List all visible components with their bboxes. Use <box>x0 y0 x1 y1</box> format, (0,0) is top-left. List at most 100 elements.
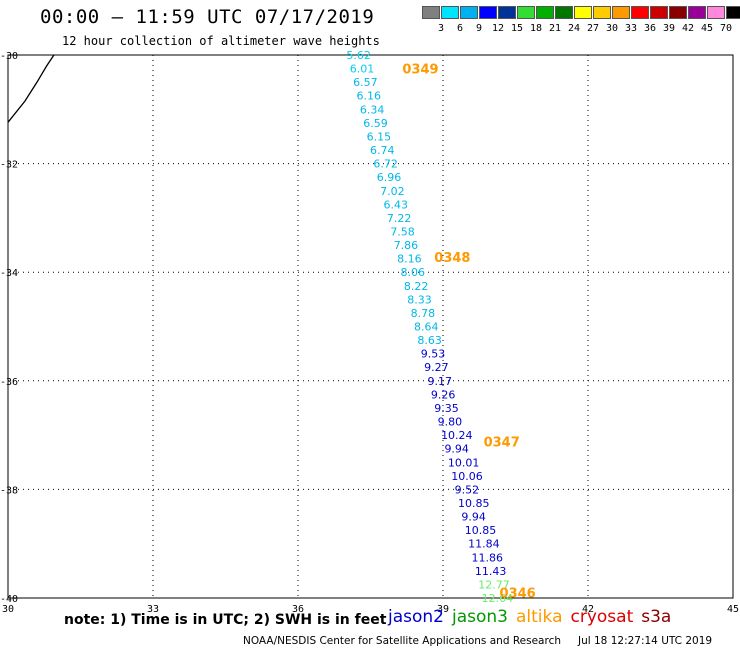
wave-height-value: 9.27 <box>424 361 449 374</box>
wave-height-value: 6.43 <box>384 198 409 211</box>
scale-swatch <box>498 6 516 19</box>
coastline <box>7 54 55 123</box>
scale-label: 45 <box>700 23 714 34</box>
scale-label: 3 <box>437 23 445 34</box>
wave-height-value: 6.72 <box>373 158 398 171</box>
lat-tick-label: -38 <box>0 485 18 496</box>
wave-height-value: 8.33 <box>407 293 432 306</box>
wave-height-value: 8.78 <box>411 307 436 320</box>
scale-swatch <box>688 6 706 19</box>
lon-tick-label: 30 <box>2 604 14 615</box>
wave-height-value: 6.96 <box>377 171 402 184</box>
wave-height-value: 8.06 <box>400 266 425 279</box>
wave-height-value: 10.24 <box>441 429 473 442</box>
lat-tick-label: -32 <box>0 160 18 171</box>
wave-height-value: 7.58 <box>390 225 415 238</box>
track-label: 0347 <box>484 436 520 451</box>
legend-cryosat: cryosat <box>570 607 634 627</box>
lon-tick-label: 36 <box>292 604 304 615</box>
wave-height-value: 6.01 <box>350 63 375 76</box>
scale-swatch <box>422 6 440 19</box>
page-subtitle: 12 hour collection of altimeter wave hei… <box>62 34 380 48</box>
wave-height-value: 7.02 <box>380 185 405 198</box>
scale-swatch <box>669 6 687 19</box>
wave-height-value: 9.52 <box>455 483 480 496</box>
scale-swatch <box>441 6 459 19</box>
timestamp: Jul 18 12:27:14 UTC 2019 <box>578 635 713 647</box>
wave-height-value: 6.59 <box>363 117 388 130</box>
scale-label: 24 <box>567 23 581 34</box>
lat-tick-label: -40 <box>0 594 18 605</box>
lon-tick-label: 45 <box>727 604 739 615</box>
wave-height-value: 9.35 <box>434 402 459 415</box>
scale-swatch <box>574 6 592 19</box>
lon-tick-label: 33 <box>147 604 159 615</box>
lat-tick-label: -34 <box>0 268 18 279</box>
wave-height-value: 10.06 <box>451 470 483 483</box>
track-label: 0348 <box>434 251 470 266</box>
scale-swatch <box>593 6 611 19</box>
wave-height-value: 8.63 <box>417 334 442 347</box>
wave-height-value: 6.15 <box>367 130 392 143</box>
scale-swatch <box>631 6 649 19</box>
scale-swatch <box>479 6 497 19</box>
wave-height-value: 12.64 <box>482 592 513 605</box>
lat-tick-label: -30 <box>0 51 18 62</box>
wave-height-value: 11.43 <box>475 565 507 578</box>
wave-height-value: 6.74 <box>370 144 395 157</box>
scale-swatch <box>460 6 478 19</box>
scale-label: 70 <box>719 23 733 34</box>
scale-label: 33 <box>624 23 638 34</box>
track-label: 0346 <box>500 587 536 602</box>
scale-swatch <box>555 6 573 19</box>
wave-height-value: 10.85 <box>458 497 490 510</box>
legend-jason3: jason3 <box>452 607 508 627</box>
wave-height-value: 8.16 <box>397 253 422 266</box>
wave-height-value: 11.84 <box>468 538 500 551</box>
wave-height-value: 9.26 <box>431 388 456 401</box>
scale-label: 18 <box>529 23 543 34</box>
scale-label: 6 <box>456 23 464 34</box>
wave-height-value: 12.77 <box>478 578 510 591</box>
wave-height-value: 9.80 <box>438 416 463 429</box>
scale-swatch <box>612 6 630 19</box>
scale-label: 15 <box>510 23 524 34</box>
wave-height-value: 9.94 <box>444 443 469 456</box>
legend-jason2: jason2 <box>388 607 444 627</box>
legend-altika: altika <box>516 607 563 627</box>
scale-label: 12 <box>491 23 505 34</box>
scale-swatch <box>707 6 725 19</box>
map-frame <box>7 54 734 599</box>
wave-height-value: 7.86 <box>394 239 419 252</box>
page-title: 00:00 – 11:59 UTC 07/17/2019 <box>40 6 375 28</box>
wave-height-value: 6.34 <box>360 103 385 116</box>
wave-height-value: 9.17 <box>428 375 453 388</box>
lon-tick-label: 42 <box>582 604 594 615</box>
satellite-legend: jason2 jason3 altika cryosat s3a <box>388 607 679 627</box>
scale-label: 21 <box>548 23 562 34</box>
wave-height-value: 9.53 <box>421 348 446 361</box>
scale-label: 27 <box>586 23 600 34</box>
wave-height-value: 7.22 <box>387 212 412 225</box>
track-label: 0349 <box>402 63 438 78</box>
legend-s3a: s3a <box>641 607 672 627</box>
wave-height-value: 8.64 <box>414 321 439 334</box>
scale-label: 39 <box>662 23 676 34</box>
scale-label: 30 <box>605 23 619 34</box>
wave-height-value: 6.16 <box>356 90 381 103</box>
scale-label: 42 <box>681 23 695 34</box>
credit-text: NOAA/NESDIS Center for Satellite Applica… <box>243 635 561 647</box>
wave-height-value: 9.94 <box>461 511 486 524</box>
scale-label: 9 <box>475 23 483 34</box>
wave-height-value: 10.85 <box>465 524 497 537</box>
scale-label: 36 <box>643 23 657 34</box>
scale-swatch <box>517 6 535 19</box>
scale-swatch <box>536 6 554 19</box>
lon-tick-label: 39 <box>437 604 449 615</box>
footer-note: note: 1) Time is in UTC; 2) SWH is in fe… <box>64 612 387 628</box>
wave-height-value: 5.62 <box>346 49 371 62</box>
lat-tick-label: -36 <box>0 377 18 388</box>
wave-height-value: 6.57 <box>353 76 378 89</box>
wave-height-value: 11.86 <box>472 551 504 564</box>
